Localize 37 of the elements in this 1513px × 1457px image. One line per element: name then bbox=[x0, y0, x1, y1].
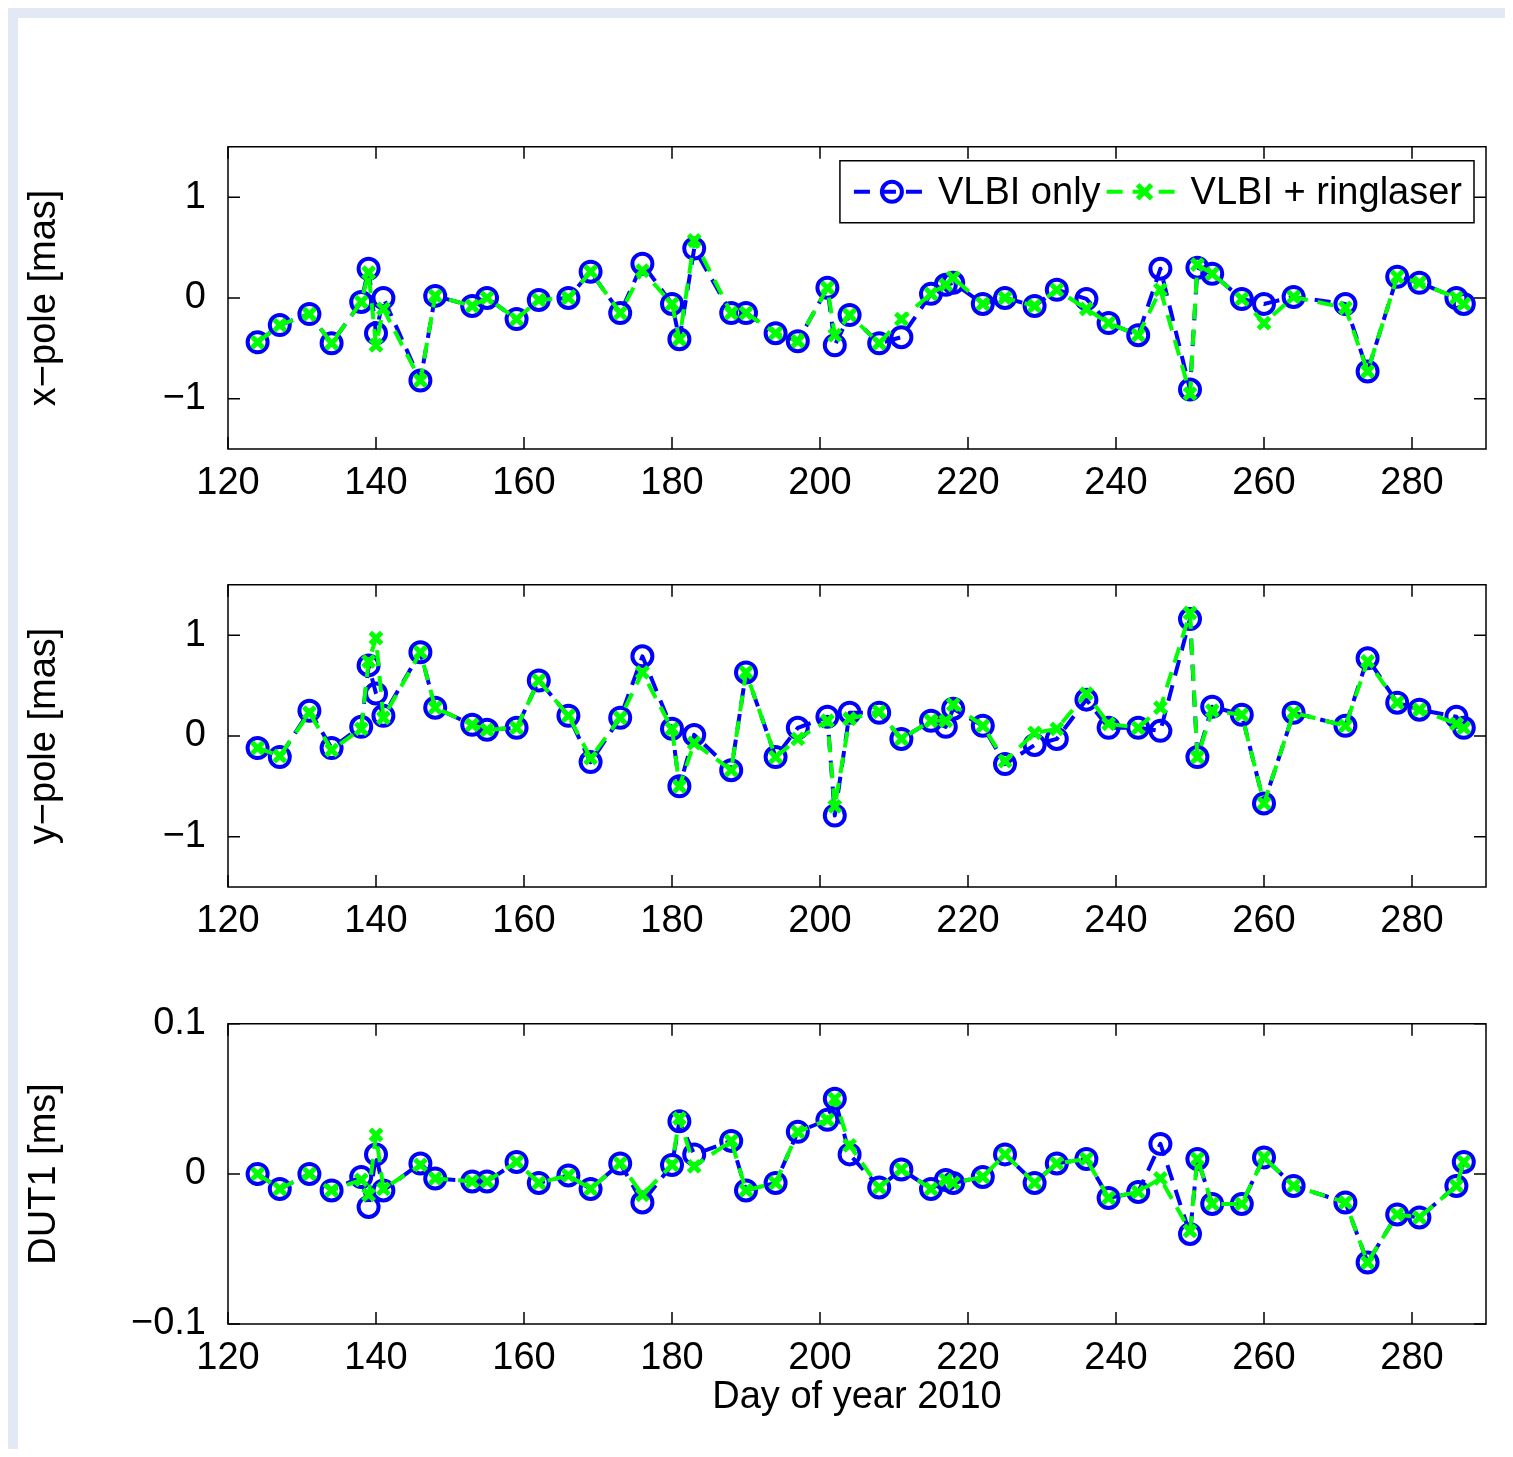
x-tick-label: 120 bbox=[196, 460, 260, 503]
x-tick-label: 180 bbox=[640, 898, 704, 941]
x-tick-label: 180 bbox=[640, 1335, 704, 1378]
x-tick-label: 120 bbox=[196, 898, 260, 941]
y-tick-label: 0 bbox=[184, 1150, 206, 1193]
x-tick-label: 240 bbox=[1084, 460, 1148, 503]
x-tick-label: 200 bbox=[788, 460, 852, 503]
y-tick-label: 0 bbox=[184, 274, 206, 317]
x-tick-label: 160 bbox=[492, 1335, 556, 1378]
x-tick-label: 140 bbox=[344, 460, 408, 503]
x-tick-label: 180 bbox=[640, 460, 704, 503]
x-tick-label: 220 bbox=[936, 898, 1000, 941]
y-axis-title: y−pole [mas] bbox=[21, 627, 64, 845]
x-tick-label: 160 bbox=[492, 460, 556, 503]
y-tick-label: 1 bbox=[184, 611, 206, 654]
y-tick-label: 0 bbox=[184, 712, 206, 755]
x-tick-label: 260 bbox=[1232, 1335, 1296, 1378]
x-tick-label: 280 bbox=[1380, 1335, 1444, 1378]
x-tick-label: 240 bbox=[1084, 1335, 1148, 1378]
x-tick-label: 140 bbox=[344, 1335, 408, 1378]
x-tick-label: 240 bbox=[1084, 898, 1148, 941]
x-tick-label: 140 bbox=[344, 898, 408, 941]
x-tick-label: 160 bbox=[492, 898, 556, 941]
y-tick-label: −1 bbox=[162, 813, 206, 856]
y-tick-label: 0.1 bbox=[153, 1000, 206, 1043]
x-tick-label: 220 bbox=[936, 460, 1000, 503]
legend-label: VLBI + ringlaser bbox=[1190, 170, 1463, 213]
legend-label: VLBI only bbox=[937, 170, 1101, 213]
y-axis-title: x−pole [mas] bbox=[21, 189, 64, 407]
x-tick-label: 200 bbox=[788, 898, 852, 941]
y-axis-title: DUT1 [ms] bbox=[21, 1083, 64, 1265]
x-tick-label: 280 bbox=[1380, 460, 1444, 503]
x-tick-label: 260 bbox=[1232, 898, 1296, 941]
y-tick-label: −1 bbox=[162, 375, 206, 418]
y-tick-label: 1 bbox=[184, 173, 206, 216]
x-tick-label: 260 bbox=[1232, 460, 1296, 503]
x-tick-label: 280 bbox=[1380, 898, 1444, 941]
